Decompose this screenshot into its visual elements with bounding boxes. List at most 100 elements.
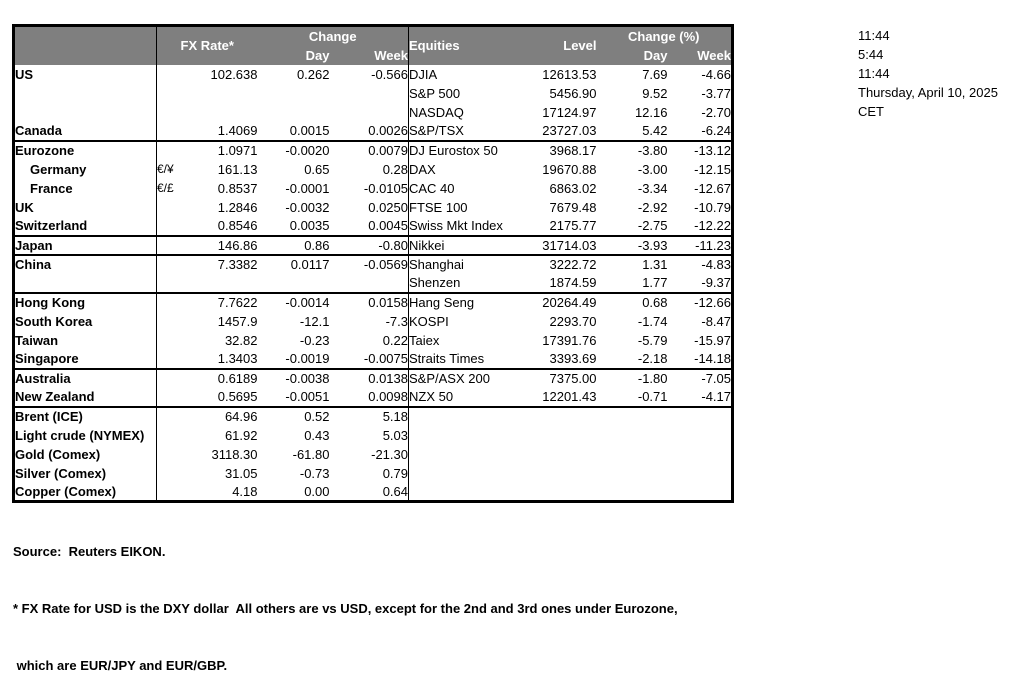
equity-level-cell: 3968.17 bbox=[519, 139, 597, 160]
equity-name-cell: Swiss Mkt Index bbox=[409, 218, 503, 233]
equity-change-week-cell: -4.17 bbox=[701, 389, 731, 404]
country-label-cell: UK bbox=[13, 197, 157, 217]
fx-change-week-cell: 0.0098 bbox=[329, 387, 409, 407]
country-label-cell: Japan bbox=[13, 234, 157, 255]
country-label-cell: Canada bbox=[13, 121, 157, 141]
equity-level-cell: 31714.03 bbox=[519, 234, 597, 255]
fx-change-day-cell: -0.0001 bbox=[285, 180, 330, 196]
equity-level-cell: 6863.02 bbox=[549, 180, 597, 196]
fx-change-week-cell: -7.3 bbox=[329, 311, 409, 331]
country-label-cell bbox=[13, 83, 157, 103]
equity-change-week-cell: -14.18 bbox=[694, 351, 731, 366]
table-row: Switzerland 0.8546 0.0035 0.0045 Swiss Mkt I… bbox=[13, 216, 733, 236]
equity-change-week-cell bbox=[668, 445, 733, 464]
country-label-cell: Eurozone bbox=[13, 139, 157, 160]
equity-change-day-cell: -3.93 bbox=[596, 234, 668, 255]
fx-change-week-cell: 0.22 bbox=[329, 330, 409, 350]
fx-change-week-cell bbox=[329, 102, 409, 122]
country-label-cell: Light crude (NYMEX) bbox=[13, 425, 157, 445]
fx-change-day-cell: -0.0020 bbox=[257, 139, 330, 160]
equity-level-cell: 19670.88 bbox=[542, 161, 597, 177]
equity-change-day-cell: -2.92 bbox=[637, 199, 668, 215]
fx-change-day-cell: 0.0035 bbox=[289, 218, 330, 233]
fx-rate-cell: 1.2846 bbox=[217, 199, 258, 215]
timestamp-line: 11:44 bbox=[858, 66, 890, 81]
table-row: Shenzen 1874.59 1.77 -9.37 bbox=[13, 273, 733, 293]
equity-change-week-cell: -13.12 bbox=[667, 139, 733, 160]
equity-change-day-cell: 1.77 bbox=[642, 275, 668, 290]
equity-level-cell: 12613.53 bbox=[542, 66, 597, 82]
country-label-cell: Germany bbox=[13, 159, 157, 179]
equity-level-cell: 2175.77 bbox=[549, 218, 597, 233]
equity-change-week-cell: -9.37 bbox=[701, 275, 731, 290]
fx-change-day-cell: 0.262 bbox=[296, 66, 330, 82]
equity-name-cell: S&P/ASX 200 bbox=[408, 367, 520, 388]
fx-change-day-cell: -0.73 bbox=[299, 465, 330, 481]
equity-name-cell: Taiex bbox=[409, 332, 440, 348]
currency-pair-cell bbox=[157, 464, 185, 483]
currency-pair-cell bbox=[157, 198, 185, 217]
table-row: Singapore 1.3403 -0.0019 -0.0075 Straits Tim… bbox=[13, 349, 733, 369]
equity-change-day-cell bbox=[597, 445, 668, 464]
fx-change-week-cell: 0.64 bbox=[329, 482, 409, 502]
fx-rate-cell: 161.13 bbox=[217, 161, 258, 177]
equity-name-cell bbox=[409, 426, 520, 445]
timestamp-line: 11:44 bbox=[858, 28, 890, 43]
fx-change-day-cell: 0.86 bbox=[257, 234, 330, 255]
table-row: South Korea 1457.9 -12.1 -7.3 KOSPI 2293.70 -1… bbox=[13, 311, 733, 331]
country-label-cell: US bbox=[13, 64, 157, 84]
fx-change-week-cell: 0.0079 bbox=[329, 139, 409, 160]
equity-name-cell: Nikkei bbox=[408, 234, 520, 255]
country-label-cell: Copper (Comex) bbox=[13, 482, 157, 502]
fx-change-day-cell bbox=[258, 103, 330, 122]
equity-level-cell: 12201.43 bbox=[542, 389, 597, 404]
fx-change-week-cell: 5.18 bbox=[329, 405, 409, 426]
fx-change-week-cell: 0.79 bbox=[329, 463, 409, 483]
equity-change-day-cell: -1.80 bbox=[596, 367, 668, 388]
currency-pair-cell bbox=[156, 234, 185, 255]
currency-pair-cell bbox=[157, 217, 185, 236]
fx-rate-cell: 7.7622 bbox=[184, 291, 258, 312]
currency-pair-cell: €/£ bbox=[157, 180, 174, 195]
table-row: Canada 1.4069 0.0015 0.0026 S&P/TSX 23727.03 5… bbox=[13, 121, 733, 141]
currency-pair-cell bbox=[157, 388, 185, 407]
fx-change-week-cell bbox=[329, 273, 409, 293]
equity-change-week-cell bbox=[668, 483, 733, 502]
equity-change-week-cell: -12.67 bbox=[694, 180, 731, 196]
fx-rate-cell: 0.6189 bbox=[184, 367, 258, 388]
table-row: Gold (Comex) 3118.30 -61.80 -21.30 bbox=[13, 444, 733, 464]
equity-change-week-cell: -4.83 bbox=[667, 253, 733, 274]
fx-rate-footnote-line2: which are EUR/JPY and EUR/GBP. bbox=[13, 658, 228, 673]
currency-pair-cell bbox=[157, 122, 185, 141]
equity-change-week-cell: -4.66 bbox=[701, 66, 731, 82]
equity-change-week-cell bbox=[667, 405, 733, 426]
fx-rate-cell: 1.0971 bbox=[184, 139, 258, 160]
table-row: US 102.638 0.262 -0.566 DJIA 12613.53 7.69 -4.6… bbox=[13, 64, 733, 84]
equity-change-week-cell: -12.22 bbox=[694, 218, 731, 233]
market-summary-table: FX Rate* Change Equities Level Change (%… bbox=[12, 24, 734, 503]
fx-rate-footnote-line1: * FX Rate for USD is the DXY dollar All … bbox=[13, 601, 678, 616]
fx-change-day-cell: 0.0117 bbox=[257, 253, 330, 274]
fx-change-day-cell: 0.65 bbox=[304, 161, 330, 177]
market-table-body: US 102.638 0.262 -0.566 DJIA 12613.53 7.69 -4.6… bbox=[13, 64, 733, 502]
equity-name-cell bbox=[409, 445, 520, 464]
fx-change-week-cell: -0.0075 bbox=[329, 349, 409, 369]
fx-change-day-cell: -0.23 bbox=[299, 332, 330, 348]
header-corner-cell bbox=[13, 25, 157, 65]
equity-change-day-cell: -3.34 bbox=[637, 180, 668, 196]
fx-rate-cell: 1457.9 bbox=[217, 313, 258, 329]
date-line: Thursday, April 10, 2025 bbox=[858, 85, 998, 100]
timestamp-line: 5:44 bbox=[858, 47, 884, 62]
equity-change-day-cell bbox=[597, 464, 668, 483]
currency-pair-cell: €/¥ bbox=[157, 161, 174, 176]
header-fx-week: Week bbox=[329, 46, 409, 65]
currency-pair-cell bbox=[157, 84, 185, 103]
equity-name-cell: Shanghai bbox=[408, 253, 520, 274]
currency-pair-cell bbox=[156, 367, 185, 388]
country-label-cell: Singapore bbox=[13, 349, 157, 369]
fx-change-week-cell: 0.0045 bbox=[329, 216, 409, 236]
currency-pair-cell bbox=[157, 274, 185, 293]
fx-rate-cell bbox=[185, 84, 258, 103]
fx-rate-cell: 0.8546 bbox=[217, 218, 258, 233]
equity-name-cell: S&P/TSX bbox=[409, 123, 464, 138]
